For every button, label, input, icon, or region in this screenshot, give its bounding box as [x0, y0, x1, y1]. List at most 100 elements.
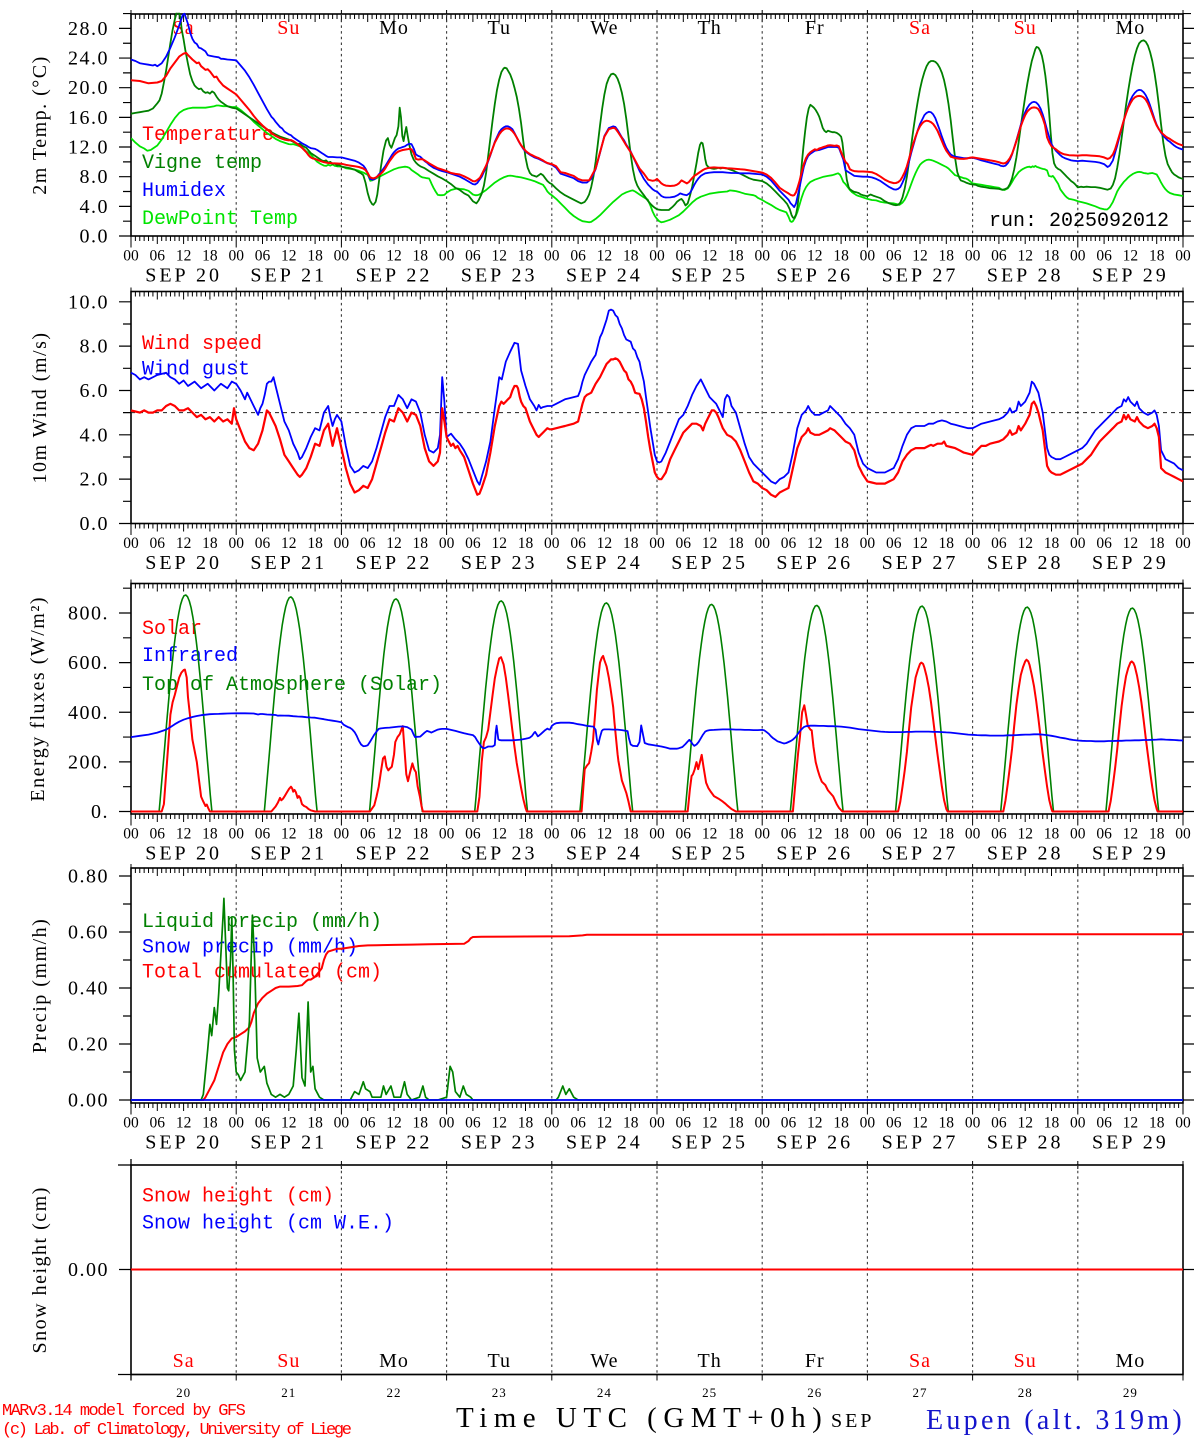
- svg-text:21: 21: [281, 1385, 296, 1400]
- svg-text:0.: 0.: [91, 801, 109, 823]
- svg-text:00: 00: [965, 826, 981, 843]
- svg-text:12: 12: [281, 535, 297, 552]
- svg-text:12: 12: [1123, 826, 1139, 843]
- svg-text:18: 18: [728, 248, 744, 265]
- svg-text:06: 06: [255, 1115, 271, 1132]
- svg-text:06: 06: [886, 248, 902, 265]
- svg-text:06: 06: [465, 248, 481, 265]
- svg-text:200.: 200.: [68, 751, 109, 773]
- svg-text:00: 00: [649, 535, 665, 552]
- svg-text:06: 06: [1096, 535, 1112, 552]
- svg-text:18: 18: [518, 535, 534, 552]
- svg-text:00: 00: [439, 535, 455, 552]
- svg-text:06: 06: [991, 248, 1007, 265]
- svg-text:00: 00: [544, 248, 560, 265]
- svg-text:12: 12: [912, 248, 928, 265]
- svg-text:18: 18: [202, 248, 218, 265]
- svg-text:12: 12: [912, 826, 928, 843]
- svg-text:18: 18: [307, 826, 323, 843]
- svg-text:00: 00: [334, 248, 350, 265]
- svg-text:2m Temp. (°C): 2m Temp. (°C): [29, 55, 51, 195]
- svg-text:SEP 20: SEP 20: [145, 265, 222, 287]
- svg-text:SEP 26: SEP 26: [776, 265, 853, 287]
- svg-text:12: 12: [807, 248, 823, 265]
- svg-text:We: We: [590, 1350, 618, 1372]
- svg-text:18: 18: [1149, 248, 1165, 265]
- svg-text:18: 18: [623, 1115, 639, 1132]
- svg-text:00: 00: [649, 1115, 665, 1132]
- svg-text:12: 12: [597, 826, 613, 843]
- svg-text:Vigne temp: Vigne temp: [142, 152, 262, 175]
- svg-text:SEP 25: SEP 25: [671, 1132, 748, 1154]
- svg-text:18: 18: [307, 1115, 323, 1132]
- svg-text:27: 27: [913, 1385, 928, 1400]
- svg-text:00: 00: [439, 1115, 455, 1132]
- svg-text:12: 12: [912, 535, 928, 552]
- svg-text:SEP 27: SEP 27: [882, 265, 959, 287]
- svg-text:00: 00: [860, 826, 876, 843]
- svg-text:00: 00: [228, 1115, 244, 1132]
- svg-text:Su: Su: [1014, 17, 1037, 39]
- svg-text:run: 2025092012: run: 2025092012: [989, 210, 1169, 233]
- svg-text:12: 12: [1123, 535, 1139, 552]
- svg-text:12: 12: [1123, 1115, 1139, 1132]
- svg-text:SEP 20: SEP 20: [145, 552, 222, 574]
- svg-text:18: 18: [518, 1115, 534, 1132]
- svg-text:0.40: 0.40: [68, 978, 109, 1000]
- svg-text:Snow precip (mm/h): Snow precip (mm/h): [142, 937, 358, 960]
- svg-text:12: 12: [176, 1115, 192, 1132]
- svg-text:18: 18: [413, 535, 429, 552]
- svg-text:SEP 26: SEP 26: [776, 1132, 853, 1154]
- svg-text:800.: 800.: [68, 603, 109, 625]
- svg-text:18: 18: [1044, 535, 1060, 552]
- svg-text:SEP 24: SEP 24: [566, 1132, 643, 1154]
- svg-text:SEP 21: SEP 21: [250, 265, 327, 287]
- svg-text:12: 12: [176, 248, 192, 265]
- svg-text:00: 00: [228, 826, 244, 843]
- svg-text:0.00: 0.00: [68, 1090, 109, 1112]
- svg-text:SEP 23: SEP 23: [461, 265, 538, 287]
- svg-text:Time UTC (GMT+0h): Time UTC (GMT+0h): [456, 1402, 828, 1434]
- svg-text:18: 18: [728, 535, 744, 552]
- svg-text:Eupen (alt. 319m): Eupen (alt. 319m): [926, 1405, 1185, 1436]
- svg-text:Snow height (cm): Snow height (cm): [29, 1186, 51, 1353]
- svg-text:29: 29: [1123, 1385, 1138, 1400]
- svg-text:12.0: 12.0: [68, 137, 109, 159]
- svg-text:Sa: Sa: [909, 17, 931, 39]
- svg-text:2.0: 2.0: [80, 469, 110, 491]
- svg-text:18: 18: [833, 535, 849, 552]
- svg-text:600.: 600.: [68, 652, 109, 674]
- svg-text:12: 12: [597, 1115, 613, 1132]
- svg-text:12: 12: [491, 1115, 507, 1132]
- svg-text:12: 12: [176, 535, 192, 552]
- svg-text:SEP 27: SEP 27: [882, 552, 959, 574]
- svg-text:06: 06: [1096, 826, 1112, 843]
- svg-text:00: 00: [1070, 1115, 1086, 1132]
- svg-text:Fr: Fr: [805, 1350, 825, 1372]
- svg-text:SEP 25: SEP 25: [671, 552, 748, 574]
- svg-text:00: 00: [860, 248, 876, 265]
- svg-text:Total cumulated (cm): Total cumulated (cm): [142, 962, 382, 985]
- svg-text:12: 12: [597, 248, 613, 265]
- svg-text:12: 12: [281, 1115, 297, 1132]
- svg-text:18: 18: [833, 248, 849, 265]
- svg-text:12: 12: [702, 535, 718, 552]
- svg-text:12: 12: [597, 535, 613, 552]
- svg-text:00: 00: [123, 1115, 139, 1132]
- svg-text:00: 00: [965, 1115, 981, 1132]
- svg-text:SEP 21: SEP 21: [250, 552, 327, 574]
- svg-text:18: 18: [939, 826, 955, 843]
- svg-text:00: 00: [544, 1115, 560, 1132]
- svg-text:4.0: 4.0: [80, 196, 110, 218]
- svg-text:SEP 26: SEP 26: [776, 552, 853, 574]
- svg-text:Tu: Tu: [487, 17, 511, 39]
- svg-text:Su: Su: [277, 1350, 300, 1372]
- svg-text:26: 26: [807, 1385, 822, 1400]
- svg-text:12: 12: [281, 826, 297, 843]
- svg-text:06: 06: [150, 1115, 166, 1132]
- svg-text:20.0: 20.0: [68, 77, 109, 99]
- svg-text:Mo: Mo: [379, 17, 409, 39]
- svg-text:00: 00: [544, 535, 560, 552]
- svg-text:18: 18: [939, 535, 955, 552]
- svg-text:18: 18: [1044, 1115, 1060, 1132]
